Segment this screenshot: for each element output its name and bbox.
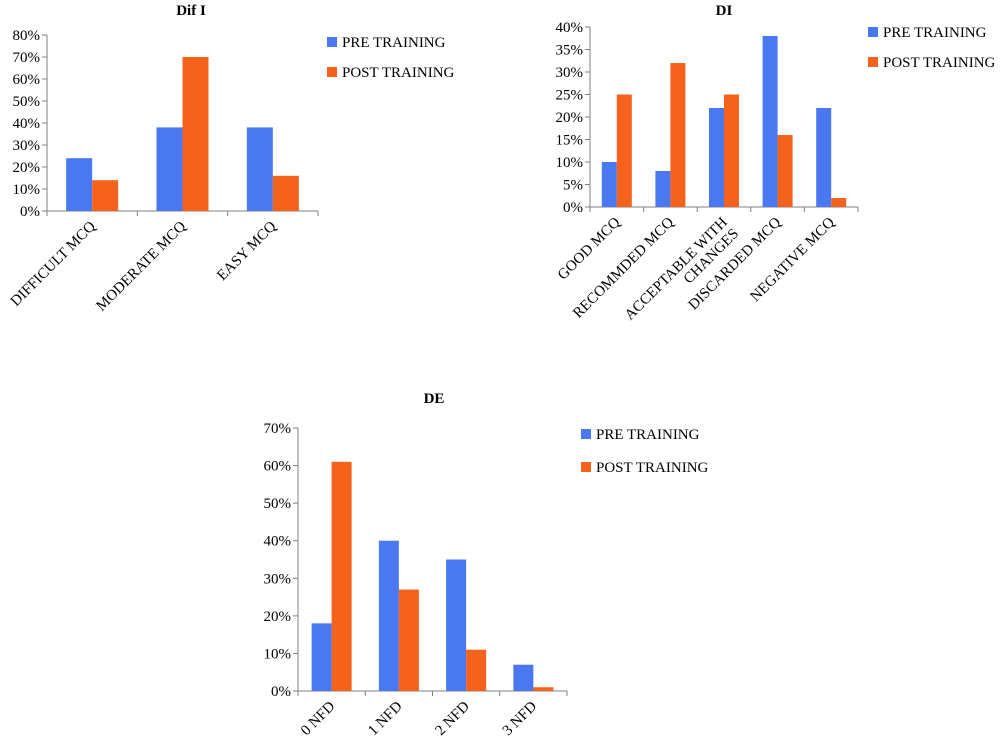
y-tick-label: 30%: [13, 138, 41, 154]
bar-post-training: [670, 63, 686, 207]
x-category-label: EASY MCQ: [214, 218, 280, 284]
x-category-label: DIFFICULT MCQ: [8, 218, 99, 309]
y-tick-label: 5%: [563, 178, 583, 194]
bar-post-training: [466, 649, 487, 691]
y-tick-label: 10%: [13, 182, 41, 198]
bar-pre-training: [816, 108, 832, 207]
y-tick-label: 50%: [13, 94, 41, 110]
bar-post-training: [331, 461, 352, 691]
bar-post-training: [398, 589, 419, 691]
bar-pre-training: [378, 540, 399, 691]
y-tick-label: 10%: [264, 646, 292, 662]
bar-pre-training: [601, 162, 617, 207]
x-category-label: 0 NFD: [298, 698, 339, 739]
y-tick-label: 50%: [264, 496, 292, 512]
x-category-label: MODERATE MCQ: [93, 218, 189, 314]
y-tick-label: 70%: [264, 421, 292, 437]
chart-0: Dif I 0% 10% 20% 30% 40% 50% 60% 70% 80% DIFFICULT…: [8, 3, 455, 314]
y-tick-label: 0%: [271, 684, 291, 700]
y-tick-label: 20%: [556, 110, 584, 126]
bar-pre-training: [156, 127, 183, 211]
x-category-label: 2 NFD: [432, 698, 473, 739]
y-tick-label: 25%: [556, 88, 584, 104]
y-tick-label: 15%: [556, 133, 584, 149]
y-tick-label: 60%: [13, 72, 41, 88]
bar-post-training: [182, 57, 209, 211]
y-tick-label: 30%: [264, 571, 292, 587]
y-tick-label: 60%: [264, 459, 292, 475]
y-tick-label: 35%: [556, 43, 584, 59]
x-category-label: 3 NFD: [500, 698, 541, 739]
chart-title: DI: [716, 3, 733, 19]
chart-title: DE: [424, 391, 445, 407]
y-tick-label: 20%: [264, 609, 292, 625]
y-tick-label: 70%: [13, 50, 41, 66]
bar-post-training: [724, 94, 739, 207]
y-tick-label: 0%: [563, 200, 583, 216]
legend-label: POST TRAINING: [883, 55, 996, 71]
legend-label: PRE TRAINING: [342, 35, 446, 51]
bar-pre-training: [446, 559, 467, 691]
legend-swatch: [868, 27, 878, 37]
y-tick-label: 30%: [556, 65, 584, 81]
chart-2: DE 0% 10% 20% 30% 40% 50% 60% 70% 0 NFD 1 NFD 2 NFD…: [264, 391, 709, 739]
bar-pre-training: [762, 36, 778, 207]
legend-swatch: [868, 57, 878, 67]
legend-swatch: [327, 67, 337, 77]
bar-post-training: [92, 180, 119, 211]
bar-pre-training: [311, 623, 332, 691]
y-tick-label: 80%: [13, 28, 41, 44]
legend-label: POST TRAINING: [342, 65, 455, 81]
legend-label: POST TRAINING: [596, 460, 709, 476]
bar-post-training: [533, 687, 554, 691]
y-tick-label: 10%: [556, 155, 584, 171]
legend-swatch: [581, 429, 591, 439]
bar-pre-training: [246, 127, 273, 211]
bar-post-training: [831, 198, 847, 207]
y-tick-label: 0%: [20, 204, 40, 220]
y-tick-label: 40%: [556, 20, 584, 36]
legend-swatch: [327, 37, 337, 47]
bar-post-training: [616, 94, 632, 207]
legend-label: PRE TRAINING: [883, 25, 987, 41]
bar-pre-training: [66, 158, 93, 211]
bar-post-training: [272, 175, 299, 211]
bar-pre-training: [709, 108, 724, 207]
x-category-label: 1 NFD: [365, 698, 406, 739]
bar-pre-training: [513, 664, 534, 691]
legend-label: PRE TRAINING: [596, 427, 700, 443]
bar-pre-training: [655, 171, 671, 207]
y-tick-label: 40%: [13, 116, 41, 132]
x-category-label: RECOMMDED MCQ: [570, 214, 677, 321]
chart-1: DI0%5%10%15%20%25%30%35%40%GOOD MCQRECOM…: [555, 3, 996, 323]
y-tick-label: 40%: [264, 534, 292, 550]
bar-post-training: [777, 135, 793, 207]
chart-title: Dif I: [176, 3, 206, 19]
legend-swatch: [581, 462, 591, 472]
y-tick-label: 20%: [13, 160, 41, 176]
